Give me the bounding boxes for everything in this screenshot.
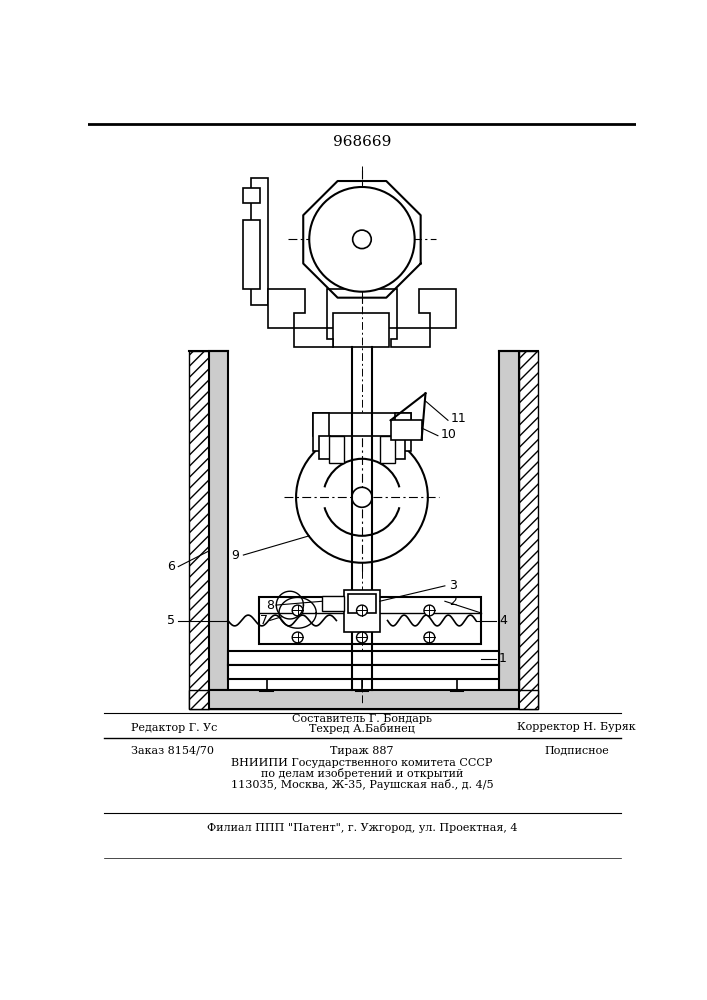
Text: 6: 6: [168, 560, 175, 573]
Bar: [395, 413, 411, 451]
Polygon shape: [391, 328, 430, 347]
Text: ВНИИПИ Государственного комитета СССР: ВНИИПИ Государственного комитета СССР: [231, 758, 493, 768]
Bar: [327, 289, 397, 328]
Bar: [259, 597, 481, 644]
Bar: [394, 436, 405, 459]
Text: 10: 10: [441, 428, 457, 441]
Bar: [319, 436, 330, 459]
Bar: [209, 690, 518, 709]
Bar: [189, 351, 209, 709]
Text: Корректор Н. Буряк: Корректор Н. Буряк: [518, 722, 636, 732]
Bar: [518, 351, 538, 709]
Text: 1: 1: [499, 652, 507, 666]
Circle shape: [292, 605, 303, 616]
Bar: [228, 651, 499, 665]
Text: Техред А.Бабинец: Техред А.Бабинец: [309, 723, 415, 734]
Text: 113035, Москва, Ж-35, Раушская наб., д. 4/5: 113035, Москва, Ж-35, Раушская наб., д. …: [230, 779, 493, 790]
Polygon shape: [419, 289, 456, 328]
Text: 9: 9: [232, 549, 240, 562]
Circle shape: [292, 632, 303, 643]
Text: 968669: 968669: [333, 135, 391, 149]
Bar: [329, 436, 344, 463]
Text: 5: 5: [167, 614, 175, 627]
Bar: [322, 596, 344, 611]
Circle shape: [356, 605, 368, 616]
Bar: [380, 436, 395, 463]
Text: 3: 3: [449, 579, 457, 592]
Text: 8: 8: [267, 599, 274, 612]
Bar: [228, 665, 499, 679]
Bar: [243, 220, 260, 289]
Polygon shape: [303, 181, 421, 298]
Circle shape: [353, 230, 371, 249]
Polygon shape: [268, 289, 305, 328]
Text: 11: 11: [451, 412, 467, 425]
Bar: [333, 312, 389, 347]
Bar: [189, 690, 538, 709]
Text: Редактор Г. Ус: Редактор Г. Ус: [131, 723, 217, 733]
Text: по делам изобретений и открытий: по делам изобретений и открытий: [261, 768, 463, 779]
Text: 7: 7: [260, 614, 268, 627]
Bar: [313, 413, 329, 451]
Bar: [348, 594, 376, 613]
Bar: [313, 413, 411, 436]
Circle shape: [424, 632, 435, 643]
Bar: [344, 590, 380, 632]
Bar: [243, 188, 260, 203]
Circle shape: [309, 187, 414, 292]
Polygon shape: [391, 420, 421, 440]
Bar: [209, 351, 228, 690]
Text: Заказ 8154/70: Заказ 8154/70: [131, 746, 214, 756]
Polygon shape: [293, 328, 333, 347]
Text: Филиал ППП "Патент", г. Ужгород, ул. Проектная, 4: Филиал ППП "Патент", г. Ужгород, ул. Про…: [206, 823, 518, 833]
Circle shape: [424, 605, 435, 616]
Text: 4: 4: [499, 614, 507, 627]
Text: 2: 2: [449, 595, 457, 608]
Circle shape: [356, 632, 368, 643]
Text: Тираж 887: Тираж 887: [330, 746, 394, 756]
Bar: [499, 351, 518, 690]
Circle shape: [352, 487, 372, 507]
Text: Составитель Г. Бондарь: Составитель Г. Бондарь: [292, 714, 432, 724]
Text: Подписное: Подписное: [544, 746, 609, 756]
Bar: [251, 178, 268, 305]
Circle shape: [296, 432, 428, 563]
